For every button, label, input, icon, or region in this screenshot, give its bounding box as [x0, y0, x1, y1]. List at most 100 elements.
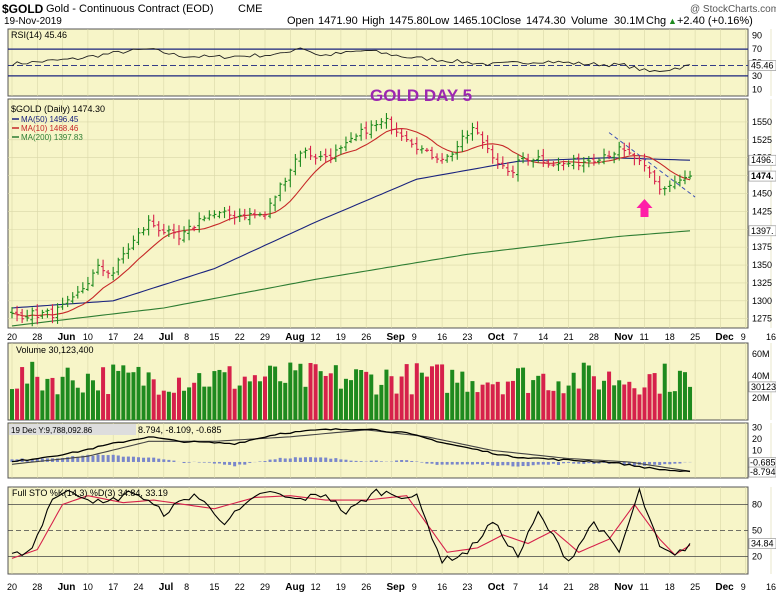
volume-bar-6 — [40, 390, 45, 420]
volume-bar-20 — [111, 364, 116, 420]
candle-81 — [419, 145, 424, 154]
candle-52 — [273, 195, 278, 212]
volume-bar-128 — [657, 393, 662, 420]
x-tick-bottom-1: 28 — [32, 582, 42, 592]
macd-hist-86 — [445, 461, 449, 465]
x-tick-mid-28: Dec — [715, 332, 734, 343]
volume-bar-23 — [126, 372, 131, 420]
sto-tick-0: 80 — [752, 499, 762, 509]
price-badge-1: 1474. — [751, 171, 774, 181]
volume-bar-108 — [556, 381, 561, 420]
candle-87 — [450, 151, 455, 162]
macd-hist-95 — [491, 461, 495, 466]
macd-tick-1: 20 — [752, 434, 762, 444]
macd-hist-54 — [283, 458, 287, 462]
candle-59 — [308, 145, 313, 160]
high-label: High — [362, 15, 385, 27]
macd-hist-32 — [172, 460, 176, 462]
candle-5 — [35, 304, 40, 325]
candle-110 — [566, 160, 571, 168]
close-label: Close — [493, 15, 521, 27]
macd-hist-101 — [521, 461, 525, 466]
macd-hist-9 — [56, 458, 60, 462]
volume-bar-64 — [333, 365, 338, 420]
macd-hist-102 — [526, 461, 530, 467]
macd-hist-22 — [121, 456, 125, 462]
candle-73 — [379, 118, 384, 129]
macd-hist-50 — [263, 461, 267, 462]
macd-hist-71 — [369, 460, 373, 462]
volume-bar-66 — [343, 378, 348, 420]
macd-hist-73 — [379, 461, 383, 462]
candle-79 — [409, 138, 414, 148]
candle-104 — [536, 149, 541, 163]
candle-94 — [485, 135, 490, 154]
candle-56 — [293, 154, 298, 176]
sto-badge: 34.84 — [751, 539, 774, 549]
volume-bar-85 — [440, 364, 445, 420]
candle-36 — [192, 225, 197, 232]
macd-hist-76 — [395, 460, 399, 462]
volume-bar-49 — [257, 381, 262, 420]
candle-32 — [171, 223, 176, 239]
macd-hist-92 — [476, 461, 480, 465]
macd-hist-81 — [420, 461, 424, 463]
volume-bar-104 — [536, 375, 541, 420]
candle-76 — [394, 122, 399, 137]
volume-tick-2: 20M — [752, 393, 770, 403]
candle-17 — [96, 258, 101, 275]
volume-bar-8 — [50, 377, 55, 420]
volume-bar-82 — [424, 376, 429, 420]
macd-hist-132 — [678, 461, 682, 464]
macd-hist-25 — [137, 457, 140, 462]
candle-113 — [581, 157, 586, 173]
macd-hist-96 — [496, 461, 500, 466]
macd-hist-17 — [96, 454, 100, 462]
macd-hist-111 — [572, 461, 576, 464]
x-tick-mid-6: Jul — [159, 332, 174, 343]
volume-bar-44 — [232, 388, 237, 420]
price-panel: 1550152515001475145014251400137513501325… — [7, 86, 776, 329]
candle-95 — [490, 145, 495, 164]
volume-label: Volume 30,123,400 — [16, 345, 94, 355]
candle-127 — [652, 169, 657, 185]
macd-hist-126 — [648, 461, 652, 465]
candle-123 — [632, 152, 637, 166]
x-tick-bottom-20: 7 — [513, 582, 518, 592]
candle-39 — [207, 210, 212, 221]
x-tick-bottom-23: 28 — [589, 582, 599, 592]
candle-28 — [151, 214, 156, 228]
trendline — [608, 132, 696, 198]
volume-bar-63 — [328, 373, 333, 420]
candle-126 — [647, 165, 652, 178]
candle-77 — [399, 128, 404, 141]
x-tick-mid-7: 8 — [184, 332, 189, 342]
macd-hist-121 — [622, 461, 626, 466]
macd-hist-128 — [658, 461, 662, 466]
x-tick-bottom-6: Jul — [159, 582, 174, 593]
volume-bar-56 — [293, 370, 298, 420]
volume-bar-116 — [596, 389, 601, 420]
price-badge-2: 1397. — [751, 226, 774, 236]
macd-hist-65 — [339, 459, 343, 462]
candle-71 — [369, 120, 374, 139]
candle-11 — [65, 295, 70, 308]
candle-84 — [435, 153, 440, 164]
macd-badge-1: -8.794 — [750, 467, 776, 477]
candle-100 — [516, 154, 520, 182]
volume-bar-19 — [106, 394, 111, 420]
rsi-tick-3: 30 — [752, 71, 762, 81]
legend-entry-0: MA(50) 1496.45 — [21, 115, 79, 124]
rsi-tick-1: 70 — [752, 44, 762, 54]
macd-line — [11, 428, 691, 473]
x-tick-bottom-3: 10 — [83, 582, 93, 592]
candle-72 — [374, 120, 379, 132]
macd-hist-122 — [627, 461, 631, 465]
macd-hist-4 — [30, 459, 34, 462]
rsi-label: RSI(14) 45.46 — [11, 30, 67, 40]
up-arrow-icon — [636, 199, 653, 218]
rsi-line — [11, 47, 691, 73]
macd-hist-85 — [440, 461, 444, 465]
macd-hist-106 — [546, 461, 550, 465]
volume-bar-89 — [460, 371, 465, 420]
